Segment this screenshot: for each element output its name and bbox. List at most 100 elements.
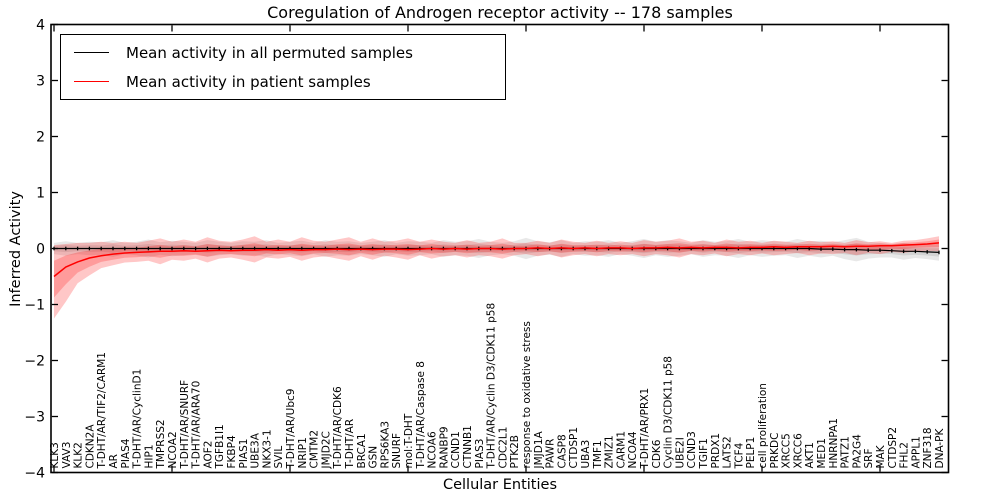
x-category-label: NKX3-1 [261, 429, 273, 468]
x-category-label: RPS6KA3 [379, 421, 391, 469]
x-category-label: BRCA1 [356, 433, 368, 468]
plot-border [50, 23, 950, 474]
x-category-label: TCF4 [733, 442, 745, 469]
legend: Mean activity in all permuted samples Me… [60, 34, 506, 100]
x-category-label: T-DHT/AR/PRX1 [639, 388, 651, 470]
x-category-label: ZMIZ1 [604, 435, 616, 468]
x-category-label: SRF [863, 448, 875, 468]
x-category-label: T-DHT/AR/Ubc9 [285, 389, 297, 470]
x-category-label: CDC2L1 [497, 427, 509, 469]
x-category-label: Cyclin D3/CDK11 p58 [663, 356, 675, 468]
x-category-label: T-DHT/AR/TIF2/CARM1 [96, 352, 108, 470]
band-patient-inner [54, 239, 939, 298]
x-category-label: PATZ1 [840, 436, 852, 468]
x-category-label: SVIL [273, 446, 285, 469]
x-category-label: NCOA2 [167, 431, 179, 468]
x-category-label: CDK6 [651, 439, 663, 468]
x-category-label: CMTM2 [309, 430, 321, 469]
x-category-label: LATS2 [722, 436, 734, 468]
x-category-label: APPL1 [910, 436, 922, 468]
x-category-label: PTK2B [509, 435, 521, 469]
legend-line-black-icon [74, 52, 109, 53]
y-tick-label: 4 [36, 18, 45, 34]
x-axis-title: Cellular Entities [442, 477, 558, 493]
x-category-label: T-DHT/AR/SNURF [179, 380, 191, 470]
y-tick-label: −3 [24, 410, 45, 426]
y-tick-label: −1 [24, 298, 45, 314]
x-category-label: AR [108, 454, 120, 468]
x-category-label: CCND3 [686, 431, 698, 468]
x-category-label: JMJD1A [533, 430, 545, 469]
x-category-label: UBA3 [580, 440, 592, 469]
x-category-label: PA2G4 [851, 434, 863, 469]
x-category-label: PIAS4 [120, 438, 132, 468]
x-category-label: FKBP4 [226, 435, 238, 468]
x-category-label: PIAS3 [474, 439, 486, 469]
x-category-label: KLK3 [49, 442, 61, 468]
x-category-label: UBE3A [250, 432, 262, 468]
chart-title: Coregulation of Androgen receptor activi… [267, 3, 733, 22]
x-category-label: MED1 [816, 438, 828, 468]
line-patient [53, 242, 940, 278]
x-category-label: PAWR [545, 439, 557, 469]
x-category-label: CTDSP1 [568, 427, 580, 469]
x-category-label: CASP8 [556, 434, 568, 468]
x-category-label: JMJD2C [320, 431, 332, 469]
x-category-label: SNURF [391, 433, 403, 469]
x-category-label: GSN [368, 446, 380, 469]
x-category-label: RANBP9 [438, 426, 450, 468]
x-category-label: T-DHT/AR/Caspase 8 [415, 361, 427, 469]
band-permuted-inner [54, 243, 939, 257]
x-category-label: T-DHT/AR/CDK6 [332, 386, 344, 469]
plot-layers [53, 236, 940, 319]
x-category-label: CTNNB1 [462, 425, 474, 468]
x-category-label: FHL2 [899, 442, 911, 468]
x-category-label: cell proliferation [757, 383, 769, 468]
x-category-label: T-DHT/AR/CyclinD1 [132, 369, 144, 470]
y-axis-title: Inferred Activity [8, 191, 24, 307]
x-category-label: TMPRSS2 [155, 419, 167, 469]
band-patient-outer [54, 236, 939, 319]
x-category-label: KLK2 [73, 442, 85, 468]
legend-label-permuted: Mean activity in all permuted samples [126, 43, 413, 62]
x-category-label: T-DHT/AR/ARA70 [191, 381, 203, 470]
x-category-label: HIP1 [143, 444, 155, 468]
x-category-label: XRCC6 [792, 433, 804, 469]
x-category-label: HNRNPA1 [828, 418, 840, 468]
y-tick-label: 0 [36, 242, 45, 258]
x-category-label: AKT1 [804, 442, 816, 468]
x-category-label: PRKDC [769, 433, 781, 469]
x-category-label: TMF1 [592, 440, 604, 469]
x-category-label: DNA-PK [934, 427, 946, 468]
x-category-label: PIAS1 [238, 439, 250, 469]
x-category-label: XRCC5 [781, 433, 793, 468]
y-tick-label: −4 [24, 466, 45, 482]
x-category-label: ZNF318 [922, 427, 934, 468]
legend-entry-patient: Mean activity in patient samples [61, 67, 505, 96]
x-category-label: NCOA4 [627, 431, 639, 468]
legend-label-patient: Mean activity in patient samples [126, 72, 371, 91]
x-category-label: AOF2 [202, 441, 214, 469]
band-permuted-outer [54, 237, 939, 262]
x-category-label: TGFB1I1 [214, 424, 226, 469]
x-category-label: mol:T-DHT [403, 413, 415, 468]
x-category-label: T-DHT/AR [344, 419, 356, 470]
x-category-label: T-DHT/AR/Cyclin D3/CDK11 p58 [486, 303, 498, 470]
x-category-label: PRDX1 [710, 433, 722, 469]
x-category-label: NRIP1 [297, 437, 309, 468]
x-category-label: VAV3 [61, 442, 73, 469]
x-category-label: PELP1 [745, 437, 757, 469]
x-category-label: CTDSP2 [887, 427, 899, 469]
x-category-label: MAK [875, 444, 887, 468]
legend-entry-permuted: Mean activity in all permuted samples [61, 38, 505, 67]
x-category-label: UBE2I [674, 437, 686, 468]
y-tick-label: 1 [36, 186, 45, 202]
y-tick-label: 2 [36, 130, 45, 146]
x-category-label: response to oxidative stress [521, 321, 533, 468]
y-tick-label: −2 [24, 354, 45, 370]
x-category-label: TGIF1 [698, 438, 710, 469]
x-category-label: CDKN2A [84, 424, 96, 469]
